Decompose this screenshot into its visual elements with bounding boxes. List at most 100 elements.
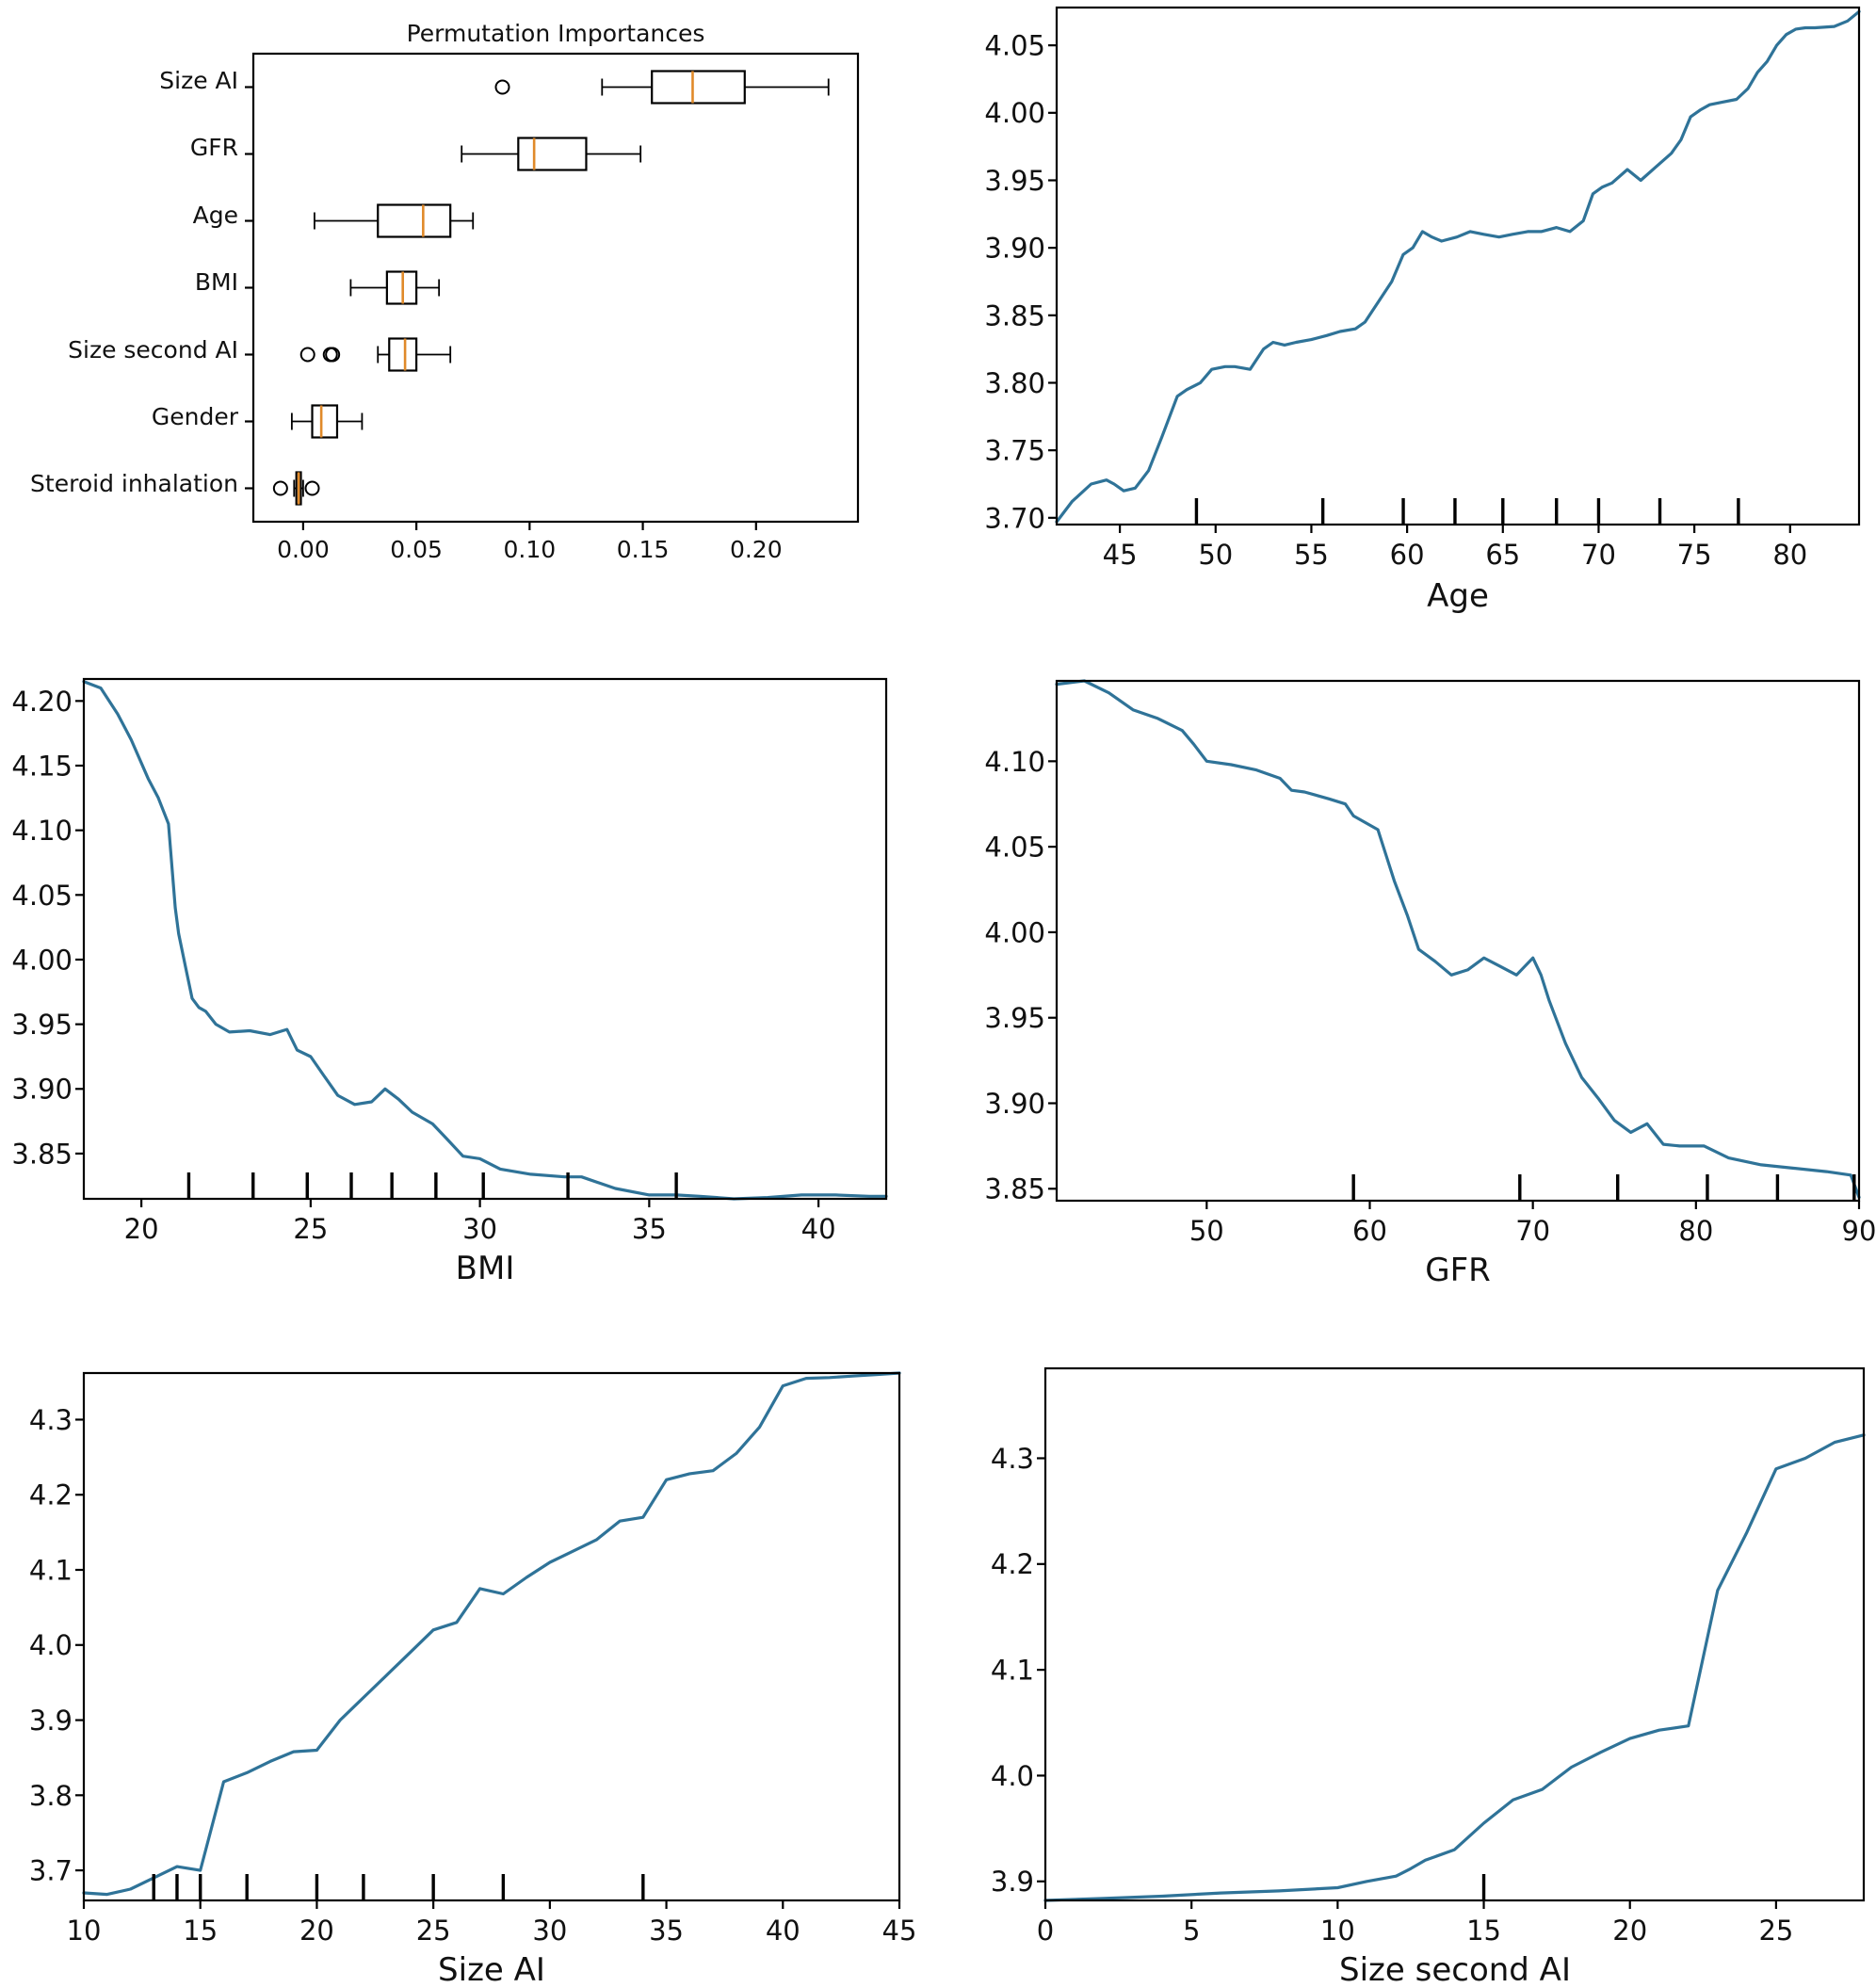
- size-second-ai-plot-frame: [1043, 1366, 1866, 1902]
- category-label-steroid-inhalation: Steroid inhalation: [30, 470, 238, 497]
- pd-gfr-y-tick-label-4-05: 4.05: [984, 832, 1045, 864]
- pd-bmi-y-tick-label-4-10: 4.10: [11, 815, 73, 847]
- size-ai-x-axis: 10 15 20 25 30 35 40 45: [67, 1900, 916, 1947]
- age-panel: 45 50 55 60 65 70 75 80 3.70 3.75 3.80 3.85 3.90 3.9…: [984, 6, 1861, 615]
- pd-age-series-line: [1055, 9, 1861, 524]
- pd-gfr-x-tick-label-60: 60: [1352, 1215, 1387, 1247]
- pd-bmi-x-tick-label-40: 40: [801, 1213, 836, 1245]
- importances-x-tick-label-0-00: 0.00: [277, 536, 330, 563]
- category-label-bmi: BMI: [195, 268, 238, 296]
- box-gfr: [517, 137, 588, 171]
- pd-size-ai-y-tick-label-4-1: 4.1: [29, 1554, 73, 1586]
- importances-panel: Permutation Importances Size AI GFR Age …: [30, 20, 860, 563]
- size-ai-x-axis-label: Size AI: [438, 1951, 545, 1988]
- category-label-size-ai: Size AI: [159, 67, 238, 94]
- size-second-ai-line-marks: [1043, 1433, 1866, 1902]
- gfr-x-axis: 50 60 70 80 90: [1189, 1201, 1876, 1247]
- pd-age-x-tick-label-60: 60: [1390, 539, 1425, 571]
- pd-age-y-tick-label-3-90: 3.90: [984, 233, 1045, 265]
- size-ai-plot-frame: [82, 1371, 901, 1902]
- pd-size-ai-y-tick-label-3-9: 3.9: [29, 1705, 73, 1737]
- pd-bmi-x-tick-label-20: 20: [124, 1213, 159, 1245]
- outlier-steroid-inhalation-0: [272, 480, 288, 496]
- outlier-size-second-ai-0: [299, 347, 315, 363]
- outlier-steroid-inhalation-1: [304, 480, 320, 496]
- pd-size-ai-y-tick-label-4-2: 4.2: [29, 1479, 73, 1511]
- bmi-y-axis: 3.85 3.90 3.95 4.00 4.05 4.10 4.15 4.20: [11, 686, 84, 1170]
- pd-size-second-ai-y-tick-label-4-1: 4.1: [991, 1655, 1034, 1687]
- age-x-axis: 45 50 55 60 65 70 75 80: [1103, 525, 1807, 571]
- pd-size-second-ai-x-tick-label-0: 0: [1037, 1915, 1054, 1947]
- age-x-axis-label: Age: [1427, 577, 1489, 615]
- pd-bmi-y-tick-label-3-85: 3.85: [11, 1138, 73, 1170]
- pd-age-y-tick-label-4-05: 4.05: [984, 30, 1045, 62]
- gfr-x-axis-label: GFR: [1425, 1252, 1491, 1289]
- gfr-panel: 50 60 70 80 90 3.85 3.90 3.95 4.00 4.05 4.10 GFR: [984, 679, 1876, 1289]
- pd-size-second-ai-x-tick-label-15: 15: [1466, 1915, 1501, 1947]
- bmi-panel: 20 25 30 35 40 3.85 3.90 3.95 4.00 4.05 4.10 4.15 4…: [11, 677, 888, 1287]
- pd-gfr-x-tick-label-50: 50: [1189, 1215, 1224, 1247]
- size-second-ai-panel: 0 5 10 15 20 25 3.9 4.0 4.1 4.2 4.3 Size second A…: [991, 1366, 1866, 1988]
- importances-x-tick-label-0-10: 0.10: [504, 536, 557, 563]
- pd-bmi-y-tick-label-4-15: 4.15: [11, 750, 73, 782]
- pd-gfr-series-line: [1055, 679, 1861, 1200]
- gfr-plot-frame: [1055, 679, 1861, 1203]
- pd-bmi-y-tick-label-4-05: 4.05: [11, 880, 73, 912]
- pd-size-ai-x-tick-label-10: 10: [67, 1915, 102, 1947]
- pd-size-ai-y-tick-label-4-3: 4.3: [29, 1404, 73, 1436]
- bmi-x-axis: 20 25 30 35 40: [124, 1199, 836, 1245]
- bmi-line-marks: [82, 680, 888, 1201]
- importances-marks: [272, 70, 830, 506]
- pd-size-ai-x-tick-label-25: 25: [416, 1915, 451, 1947]
- category-label-gender: Gender: [152, 403, 239, 430]
- pd-bmi-x-tick-label-35: 35: [632, 1213, 667, 1245]
- pd-age-x-tick-label-80: 80: [1772, 539, 1807, 571]
- pd-gfr-y-tick-label-4-10: 4.10: [984, 746, 1045, 778]
- pd-age-y-tick-label-3-85: 3.85: [984, 299, 1045, 331]
- pd-gfr-y-tick-label-3-85: 3.85: [984, 1173, 1045, 1205]
- pd-bmi-y-tick-label-4-00: 4.00: [11, 944, 73, 976]
- pd-age-x-tick-label-65: 65: [1485, 539, 1520, 571]
- pd-age-y-tick-label-3-95: 3.95: [984, 165, 1045, 197]
- pd-size-ai-x-tick-label-30: 30: [532, 1915, 567, 1947]
- pd-age-y-tick-label-3-75: 3.75: [984, 435, 1045, 467]
- size-second-ai-x-axis: 0 5 10 15 20 25: [1037, 1900, 1793, 1947]
- size-ai-line-marks: [82, 1371, 901, 1900]
- category-label-age: Age: [193, 202, 238, 229]
- pd-size-second-ai-x-tick-label-20: 20: [1612, 1915, 1647, 1947]
- pd-age-x-tick-label-55: 55: [1294, 539, 1329, 571]
- age-plot-frame: [1055, 6, 1861, 526]
- pd-bmi-y-tick-label-3-95: 3.95: [11, 1009, 73, 1041]
- age-line-marks: [1055, 9, 1861, 525]
- pd-age-x-tick-label-45: 45: [1103, 539, 1138, 571]
- bmi-x-axis-label: BMI: [456, 1250, 515, 1287]
- pd-size-second-ai-x-tick-label-25: 25: [1758, 1915, 1793, 1947]
- box-size-ai: [651, 70, 746, 105]
- gfr-y-axis: 3.85 3.90 3.95 4.00 4.05 4.10: [984, 746, 1057, 1205]
- pd-size-ai-x-tick-label-40: 40: [766, 1915, 801, 1947]
- pd-gfr-x-tick-label-90: 90: [1842, 1215, 1876, 1247]
- pd-age-y-tick-label-3-70: 3.70: [984, 502, 1045, 534]
- pd-size-ai-y-tick-label-4-0: 4.0: [29, 1629, 73, 1661]
- box-gender: [311, 404, 339, 439]
- bmi-plot-frame: [82, 677, 888, 1201]
- pd-bmi-y-tick-label-4-20: 4.20: [11, 686, 73, 718]
- pd-size-second-ai-series-line: [1043, 1433, 1866, 1902]
- pd-size-second-ai-y-tick-label-4-2: 4.2: [991, 1548, 1034, 1580]
- pd-size-ai-y-tick-label-3-7: 3.7: [29, 1855, 73, 1887]
- outlier-size-ai-0: [494, 79, 510, 95]
- size-ai-panel: 10 15 20 25 30 35 40 45 3.7 3.8 3.9 4.0 4.1 4.2 4.3 S…: [29, 1371, 916, 1988]
- pd-gfr-x-tick-label-70: 70: [1515, 1215, 1550, 1247]
- pd-size-ai-series-line: [82, 1371, 901, 1897]
- importances-x-tick-label-0-05: 0.05: [390, 536, 443, 563]
- importances-x-tick-label-0-15: 0.15: [617, 536, 670, 563]
- importances-plot-frame: [251, 52, 860, 524]
- category-label-size-second-ai: Size second AI: [68, 336, 238, 364]
- pd-age-x-tick-label-50: 50: [1198, 539, 1233, 571]
- pd-size-second-ai-y-tick-label-3-9: 3.9: [991, 1866, 1034, 1898]
- pd-size-second-ai-y-tick-label-4-0: 4.0: [991, 1760, 1034, 1792]
- pd-age-x-tick-label-70: 70: [1581, 539, 1616, 571]
- importances-x-axis: 0.00 0.05 0.10 0.15 0.20: [277, 522, 783, 563]
- pd-age-y-tick-label-3-80: 3.80: [984, 367, 1045, 399]
